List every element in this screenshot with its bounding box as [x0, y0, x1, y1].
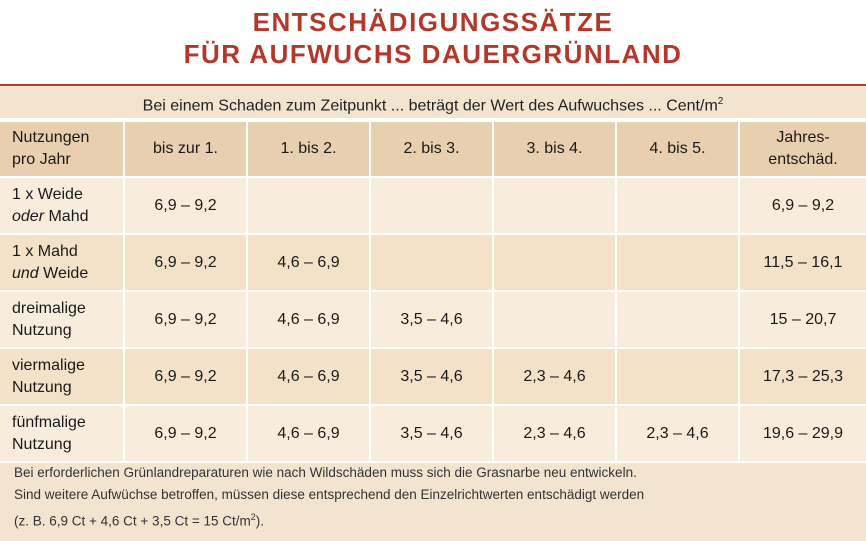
document-title: ENTSCHÄDIGUNGSSÄTZE FÜR AUFWUCHS DAUERGR… — [0, 0, 866, 76]
cell-value: 4,6 – 6,9 — [246, 233, 371, 292]
footnote-line-1: Bei erforderlichen Grünlandreparaturen w… — [14, 465, 637, 480]
header-col-1: bis zur 1. — [123, 120, 248, 178]
cell-value — [246, 176, 371, 235]
cell-value: 6,9 – 9,2 — [123, 290, 248, 349]
table-header-row: Nutzungen pro Jahr bis zur 1. 1. bis 2. … — [0, 120, 866, 178]
header-col-5: 4. bis 5. — [615, 120, 740, 178]
cell-total: 15 – 20,7 — [738, 290, 866, 349]
table-row: 1 x Weide oder Mahd 6,9 – 9,2 6,9 – 9,2 — [0, 176, 866, 235]
cell-value: 4,6 – 6,9 — [246, 404, 371, 463]
row-label-line-1: fünfmalige — [12, 413, 86, 431]
table-row: 1 x Mahd und Weide 6,9 – 9,2 4,6 – 6,9 1… — [0, 233, 866, 292]
cell-value: 2,3 – 4,6 — [492, 404, 617, 463]
table-subheader: Bei einem Schaden zum Zeitpunkt ... betr… — [0, 86, 866, 120]
title-line-2: FÜR AUFWUCHS DAUERGRÜNLAND — [183, 39, 683, 69]
cell-total: 17,3 – 25,3 — [738, 347, 866, 406]
row-label: viermalige Nutzung — [0, 347, 125, 406]
cell-total: 6,9 – 9,2 — [738, 176, 866, 235]
header-jahres-line-2: entschäd. — [768, 151, 838, 168]
header-jahresentschaedigung: Jahres- entschäd. — [738, 120, 866, 178]
row-label-line-1: viermalige — [12, 356, 85, 374]
title-line-1: ENTSCHÄDIGUNGSSÄTZE — [252, 7, 614, 37]
row-label-line-2: Nutzung — [12, 321, 72, 339]
cell-value: 4,6 – 6,9 — [246, 347, 371, 406]
header-col-4: 3. bis 4. — [492, 120, 617, 178]
header-col-3: 2. bis 3. — [369, 120, 494, 178]
row-label-line-1: 1 x Mahd — [12, 242, 78, 260]
cell-value: 4,6 – 6,9 — [246, 290, 371, 349]
cell-value: 3,5 – 4,6 — [369, 404, 494, 463]
row-label: 1 x Mahd und Weide — [0, 233, 125, 292]
cell-value: 3,5 – 4,6 — [369, 347, 494, 406]
header-nutzungen-line-1: Nutzungen — [12, 129, 90, 146]
cell-value — [492, 290, 617, 349]
header-jahres-line-1: Jahres- — [776, 129, 830, 146]
footnote-line-2: Sind weitere Aufwüchse betroffen, müssen… — [14, 487, 645, 502]
cell-value: 6,9 – 9,2 — [123, 347, 248, 406]
cell-value — [492, 176, 617, 235]
compensation-table: Nutzungen pro Jahr bis zur 1. 1. bis 2. … — [0, 120, 866, 463]
cell-value — [492, 233, 617, 292]
cell-value: 2,3 – 4,6 — [492, 347, 617, 406]
cell-value — [369, 176, 494, 235]
row-label: 1 x Weide oder Mahd — [0, 176, 125, 235]
header-nutzungen-line-2: pro Jahr — [12, 151, 71, 168]
table-row: viermalige Nutzung 6,9 – 9,2 4,6 – 6,9 3… — [0, 347, 866, 406]
header-nutzungen: Nutzungen pro Jahr — [0, 120, 125, 178]
row-label-emphasis: und — [12, 264, 39, 282]
cell-total: 11,5 – 16,1 — [738, 233, 866, 292]
subheader-unit-exponent: 2 — [717, 96, 724, 107]
cell-value: 6,9 – 9,2 — [123, 404, 248, 463]
row-label-line-1: dreimalige — [12, 299, 86, 317]
subheader-text: Bei einem Schaden zum Zeitpunkt ... betr… — [142, 97, 718, 115]
row-label-line-2: oder Mahd — [12, 207, 89, 225]
row-label: fünfmalige Nutzung — [0, 404, 125, 463]
cell-value — [369, 233, 494, 292]
cell-value: 3,5 – 4,6 — [369, 290, 494, 349]
top-divider — [0, 84, 866, 86]
cell-total: 19,6 – 29,9 — [738, 404, 866, 463]
cell-value — [615, 176, 740, 235]
row-label-line-2: und Weide — [12, 264, 89, 282]
cell-value — [615, 347, 740, 406]
cell-value: 2,3 – 4,6 — [615, 404, 740, 463]
cell-value: 6,9 – 9,2 — [123, 176, 248, 235]
row-label: dreimalige Nutzung — [0, 290, 125, 349]
row-label-line-1: 1 x Weide — [12, 185, 83, 203]
compensation-table-panel: Bei einem Schaden zum Zeitpunkt ... betr… — [0, 84, 866, 541]
header-col-2: 1. bis 2. — [246, 120, 371, 178]
row-label-line-2: Nutzung — [12, 378, 72, 396]
cell-value — [615, 233, 740, 292]
footnote-unit-exponent: 2 — [250, 512, 256, 522]
table-row: dreimalige Nutzung 6,9 – 9,2 4,6 – 6,9 3… — [0, 290, 866, 349]
table-row: fünfmalige Nutzung 6,9 – 9,2 4,6 – 6,9 3… — [0, 404, 866, 463]
cell-value: 6,9 – 9,2 — [123, 233, 248, 292]
row-label-line-2: Nutzung — [12, 435, 72, 453]
footnote: Bei erforderlichen Grünlandreparaturen w… — [14, 462, 854, 533]
row-label-emphasis: oder — [12, 207, 45, 225]
cell-value — [615, 290, 740, 349]
footnote-line-3: (z. B. 6,9 Ct + 4,6 Ct + 3,5 Ct = 15 Ct/… — [14, 512, 264, 529]
